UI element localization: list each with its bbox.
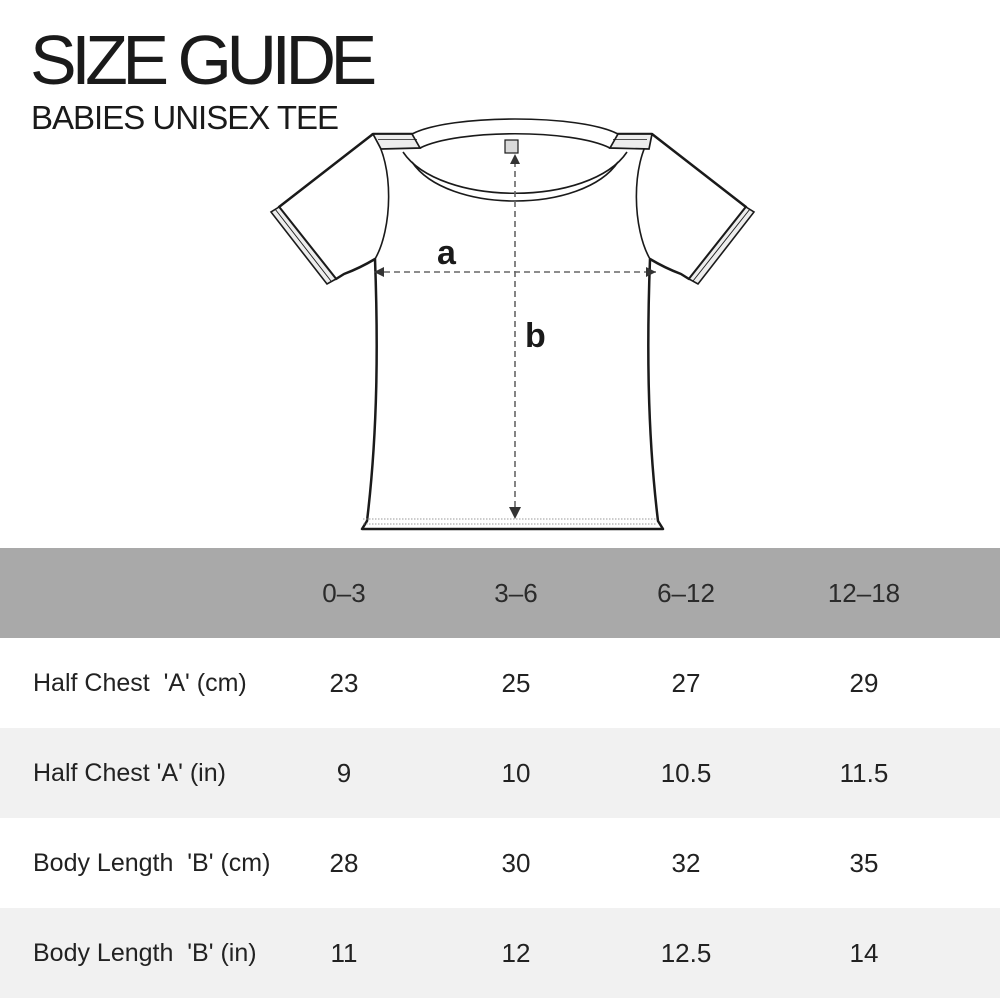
svg-text:a: a: [437, 234, 457, 272]
svg-text:b: b: [525, 317, 546, 355]
